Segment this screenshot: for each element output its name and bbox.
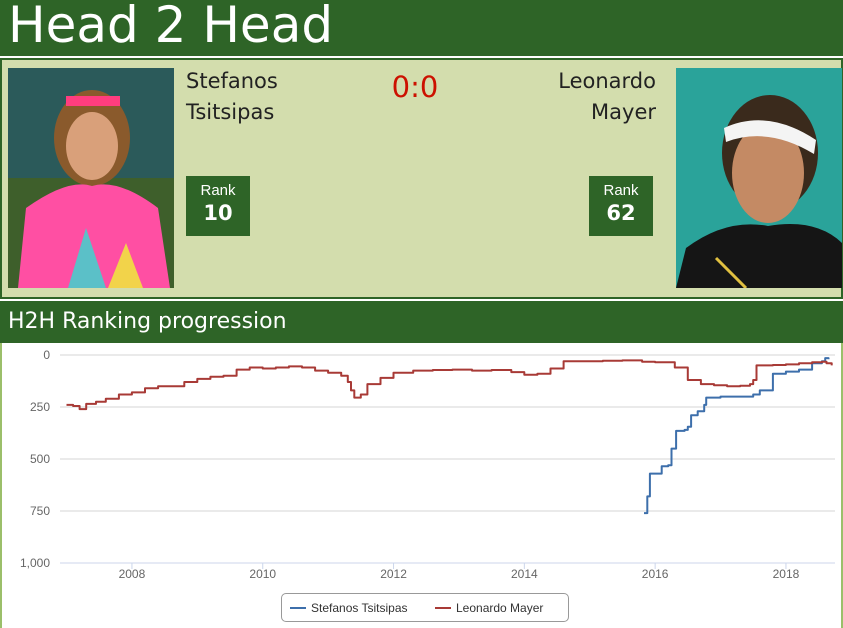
x-tick-label: 2016	[642, 567, 669, 581]
chart-legend: Stefanos Tsitsipas Leonardo Mayer	[281, 593, 569, 622]
player-2-rank-badge: Rank 62	[589, 176, 653, 236]
player-1-rank-label: Rank	[200, 182, 236, 199]
player-1-rank-value: 10	[203, 201, 233, 225]
y-tick-label: 500	[30, 452, 50, 466]
player-2-rank-label: Rank	[603, 182, 639, 199]
players-card: Stefanos Tsitsipas 0:0 Rank 10 Leonardo …	[0, 58, 843, 299]
section-header: H2H Ranking progression	[0, 301, 843, 343]
legend-swatch-tsitsipas	[290, 607, 306, 609]
player-1-photo	[8, 68, 174, 288]
title-bar: Head 2 Head	[0, 0, 843, 56]
series-line-tsitsipas	[644, 357, 830, 515]
player-2-last-name: Mayer	[591, 100, 656, 124]
player-1-first-name: Stefanos	[186, 69, 278, 93]
player-1-rank-badge: Rank 10	[186, 176, 250, 236]
page-title: Head 2 Head	[8, 0, 334, 54]
h2h-score: 0:0	[391, 70, 439, 104]
legend-item-tsitsipas[interactable]: Stefanos Tsitsipas	[311, 601, 408, 615]
legend-item-mayer[interactable]: Leonardo Mayer	[456, 601, 544, 615]
y-tick-label: 750	[30, 504, 50, 518]
x-tick-label: 2010	[249, 567, 276, 581]
x-tick-label: 2018	[773, 567, 800, 581]
y-tick-label: 1,000	[20, 556, 50, 570]
y-tick-label: 0	[43, 348, 50, 362]
player-2-first-name: Leonardo	[558, 69, 656, 93]
series-line-mayer	[66, 359, 833, 411]
player-1-name: Stefanos Tsitsipas	[186, 66, 278, 128]
x-tick-label: 2012	[380, 567, 407, 581]
ranking-chart: 0 250 500 750 1,000 2008 2010 2012 2014 2016 2018 …	[0, 343, 843, 628]
ranking-chart-svg: 0 250 500 750 1,000 2008 2010 2012 2014 2016 2018	[20, 348, 835, 581]
player-2-name: Leonardo Mayer	[502, 66, 656, 128]
legend-swatch-mayer	[435, 607, 451, 609]
section-title: H2H Ranking progression	[8, 309, 287, 334]
player-2-photo	[676, 68, 842, 288]
y-tick-label: 250	[30, 400, 50, 414]
player-2-rank-value: 62	[606, 201, 636, 225]
x-tick-label: 2014	[511, 567, 538, 581]
player-1-last-name: Tsitsipas	[186, 100, 275, 124]
x-tick-label: 2008	[119, 567, 146, 581]
